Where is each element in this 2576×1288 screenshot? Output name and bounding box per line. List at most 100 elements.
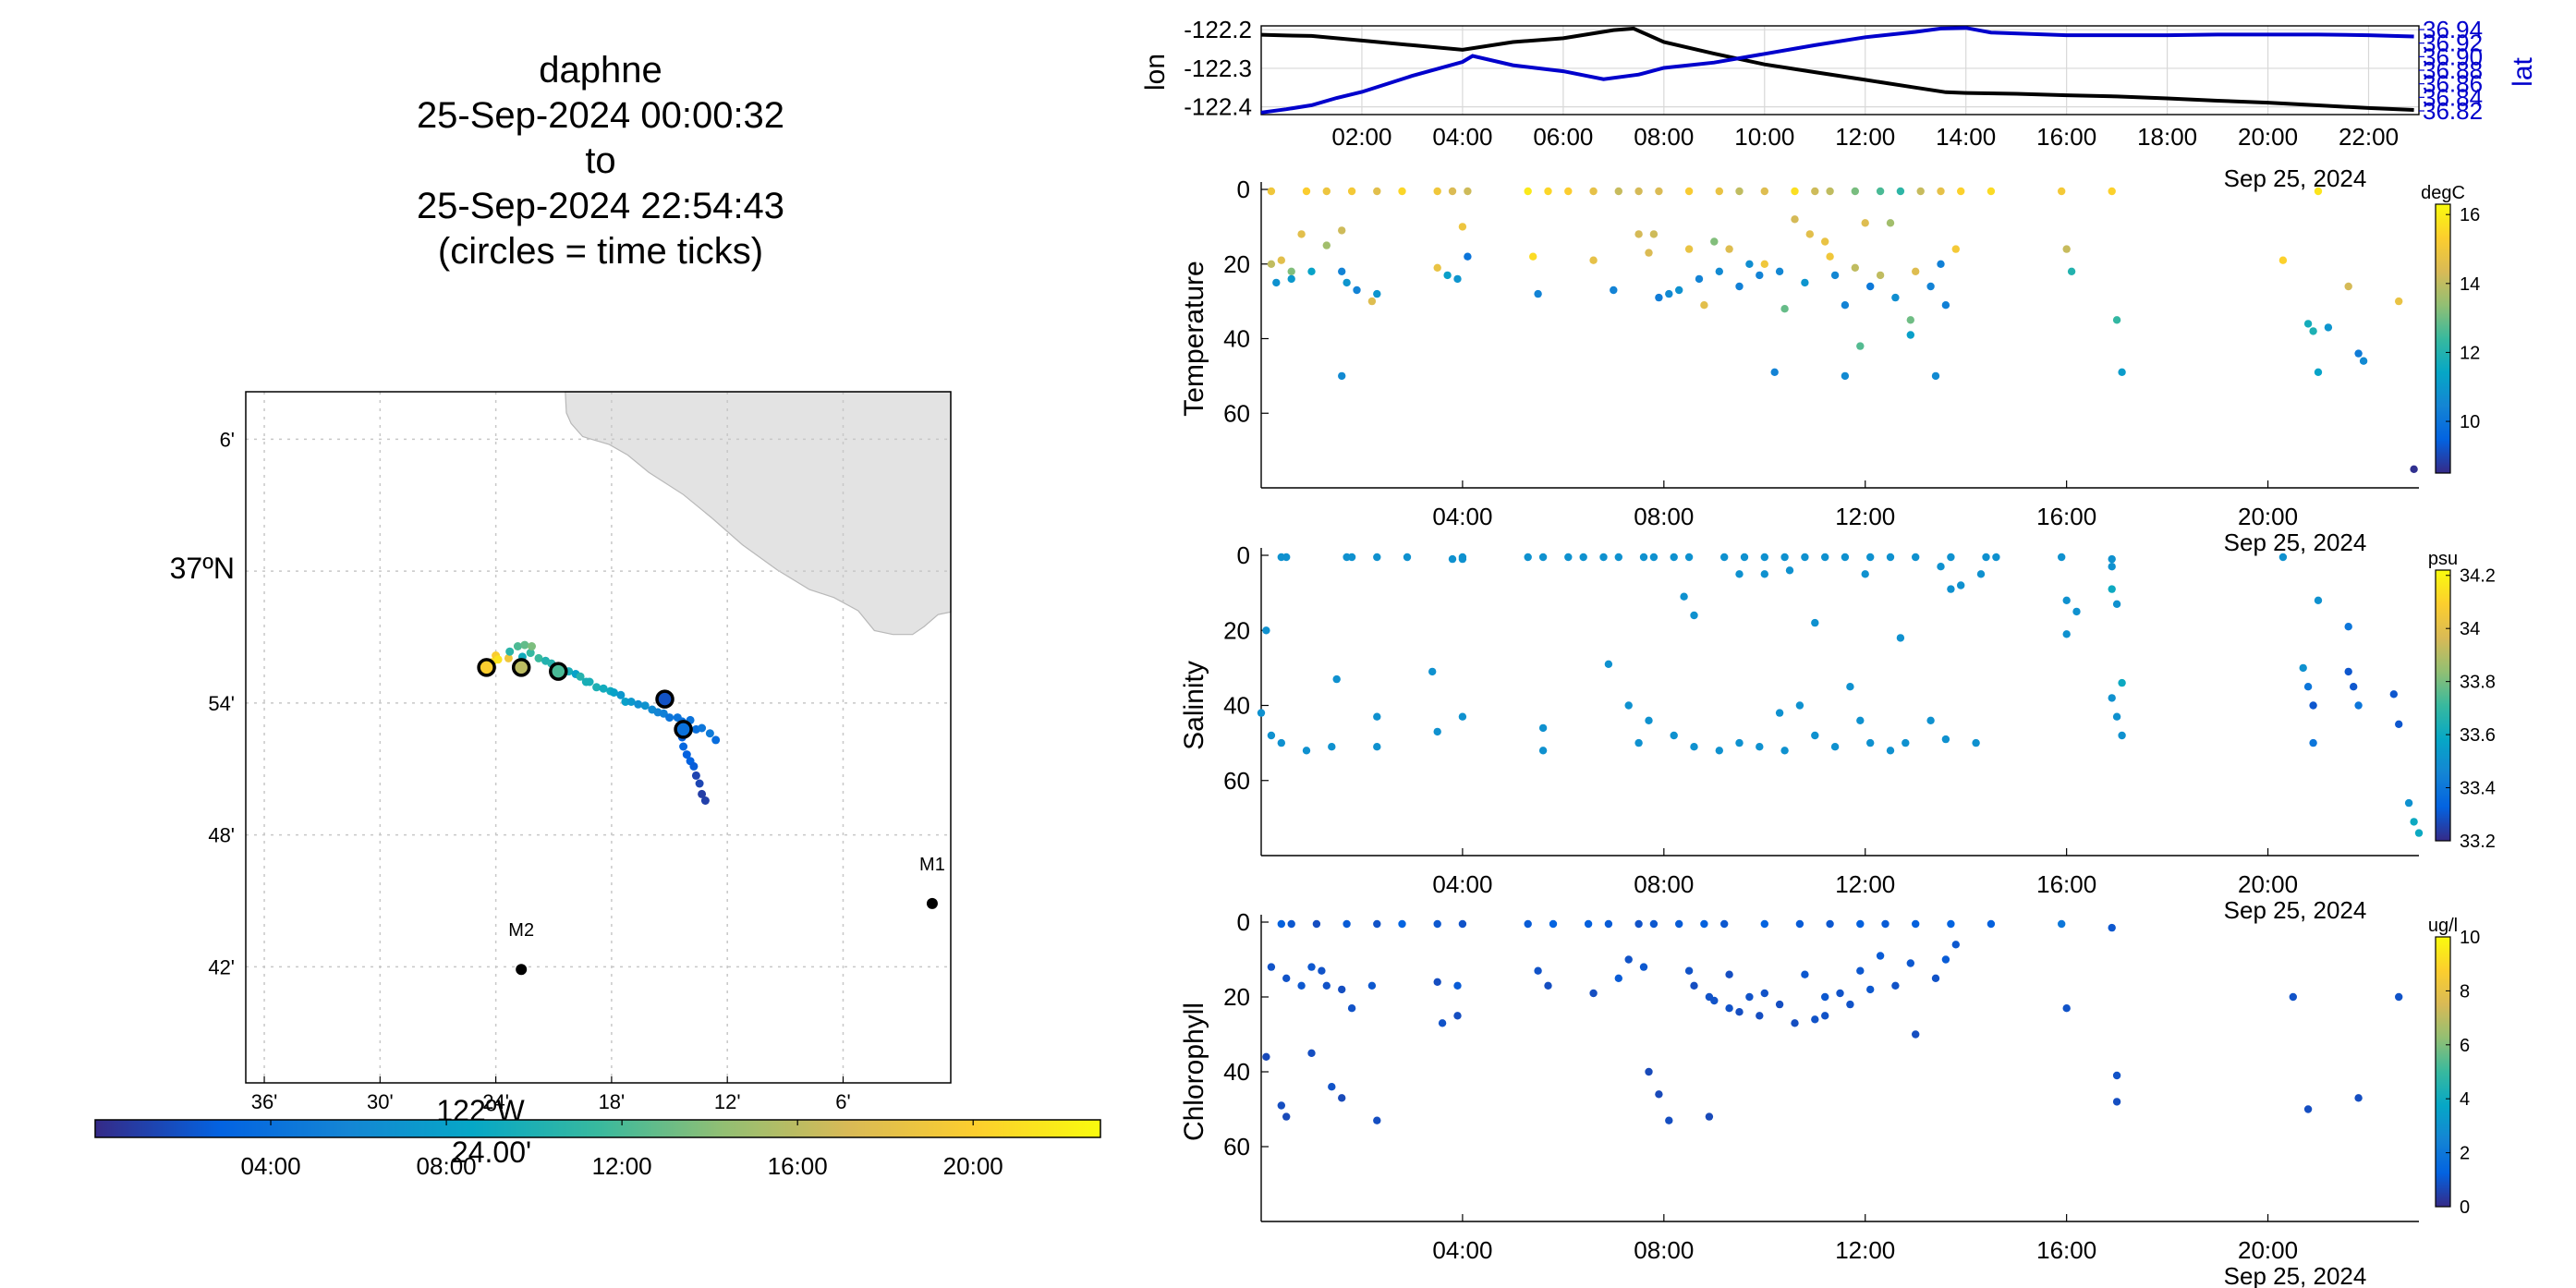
data-point — [1665, 1116, 1673, 1124]
data-point — [1775, 1000, 1784, 1009]
data-point — [2344, 282, 2352, 291]
track-point — [585, 677, 594, 687]
data-point — [1307, 963, 1316, 971]
data-point — [1343, 278, 1351, 287]
data-point — [1947, 585, 1955, 593]
data-point — [1338, 1094, 1346, 1102]
panel-colorbar-tick-label: 33.4 — [2460, 779, 2496, 799]
panel-y-tick-label: 60 — [1223, 767, 1250, 795]
data-point — [1700, 919, 1708, 929]
data-point — [2112, 600, 2121, 608]
data-point — [1735, 738, 1744, 747]
data-point — [1655, 1090, 1663, 1099]
panel-colorbar-unit: psu — [2428, 549, 2458, 569]
data-point — [1322, 187, 1331, 196]
data-point — [1951, 941, 1960, 949]
data-point — [1343, 919, 1351, 929]
data-point — [1302, 747, 1311, 755]
data-point — [1448, 554, 1457, 564]
data-point — [1851, 263, 1860, 272]
panel-y-axis-label: Chlorophyll — [1179, 1002, 1209, 1141]
data-point — [1267, 731, 1276, 740]
time-tick-circle — [674, 720, 693, 739]
data-point — [1881, 919, 1889, 929]
panel-x-tick-label: 16:00 — [2036, 870, 2096, 898]
data-point — [1760, 570, 1769, 578]
data-point — [1367, 981, 1377, 990]
data-point — [2309, 327, 2317, 335]
data-point — [1780, 305, 1789, 313]
track-point — [679, 742, 688, 751]
data-point — [2062, 630, 2071, 638]
data-point — [1891, 981, 1900, 990]
data-point — [2067, 267, 2076, 275]
panel-y-tick-label: 60 — [1223, 399, 1250, 427]
data-point — [1453, 274, 1462, 284]
data-point — [2404, 798, 2413, 808]
data-point — [2309, 701, 2317, 710]
data-point — [1947, 553, 1955, 562]
data-point — [1690, 611, 1698, 620]
data-point — [1538, 553, 1548, 562]
data-point — [1639, 963, 1648, 971]
map-lon-tick-label: 6' — [835, 1090, 850, 1113]
data-point — [1665, 289, 1673, 298]
data-point — [1861, 570, 1869, 578]
panel-y-axis-label: Salinity — [1179, 661, 1209, 750]
data-point — [1856, 716, 1865, 724]
data-point — [1277, 738, 1286, 747]
data-point — [1549, 919, 1558, 929]
data-point — [1624, 955, 1633, 964]
track-point — [621, 698, 630, 706]
data-point — [1846, 683, 1854, 691]
data-point — [1775, 709, 1784, 717]
track-point — [493, 655, 503, 664]
data-point — [1267, 187, 1276, 196]
data-point — [1347, 553, 1356, 562]
panel-colorbar — [2435, 203, 2451, 474]
lonlat-x-tick-label: 22:00 — [2339, 123, 2399, 151]
map-lon-tick-label: 24' — [482, 1090, 509, 1113]
data-point — [1735, 282, 1744, 291]
data-point — [1856, 966, 1865, 975]
data-point — [1302, 187, 1311, 196]
panel-x-tick-label: 12:00 — [1835, 870, 1895, 898]
data-point — [2058, 187, 2066, 196]
map-lon-tick-label: 12' — [714, 1090, 741, 1113]
track-point — [698, 723, 707, 733]
data-point — [1670, 731, 1678, 740]
data-point — [1544, 187, 1552, 196]
data-point — [1951, 245, 1960, 253]
data-point — [1453, 981, 1462, 990]
lonlat-x-tick-label: 04:00 — [1432, 123, 1492, 151]
panel-colorbar-tick-label: 16 — [2460, 205, 2480, 225]
track-point — [626, 698, 636, 706]
data-point — [1277, 1101, 1286, 1110]
data-point — [2303, 1105, 2313, 1113]
panel-colorbar-tick-label: 0 — [2460, 1197, 2470, 1218]
lonlat-y-tick-label: -122.2 — [1184, 16, 1252, 43]
lonlat-x-tick-label: 18:00 — [2137, 123, 2197, 151]
data-point — [1524, 553, 1532, 562]
data-point — [1821, 992, 1829, 1002]
panel-colorbar-tick-label: 33.2 — [2460, 832, 2496, 852]
data-point — [1544, 981, 1552, 990]
data-point — [1307, 267, 1316, 275]
panel-y-tick-label: 20 — [1223, 983, 1250, 1011]
data-point — [1634, 919, 1643, 929]
lat-tick-label: 36.82 — [2423, 97, 2483, 125]
data-point — [1937, 260, 1945, 268]
data-point — [1257, 709, 1266, 717]
data-point — [1710, 237, 1719, 246]
data-point — [2314, 596, 2323, 604]
data-point — [1684, 187, 1694, 196]
data-point — [1856, 919, 1865, 929]
panel-colorbar-tick-label: 2 — [2460, 1144, 2470, 1164]
lonlat-date-label: Sep 25, 2024 — [2224, 164, 2367, 192]
data-point — [1458, 712, 1467, 721]
data-point — [1332, 674, 1341, 684]
lonlat-x-tick-label: 12:00 — [1835, 123, 1895, 151]
data-point — [2118, 678, 2126, 687]
data-point — [2299, 663, 2307, 673]
